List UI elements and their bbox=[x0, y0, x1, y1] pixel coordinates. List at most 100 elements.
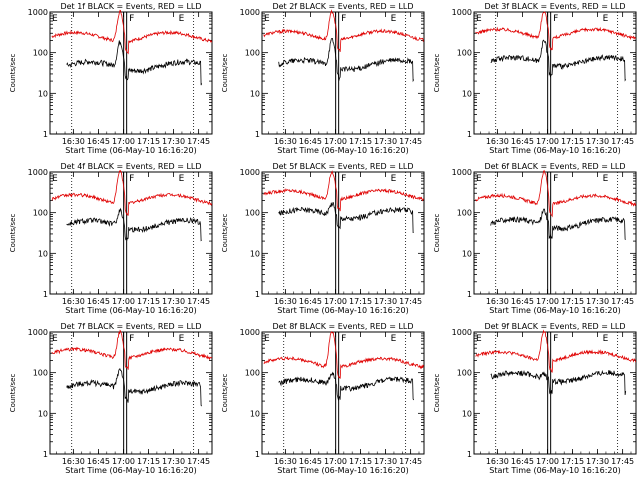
x-tick-label: 17:00 bbox=[324, 297, 347, 306]
x-tick-label: 16:30 bbox=[62, 297, 85, 306]
y-tick-label: 100 bbox=[33, 209, 48, 218]
x-tick-label: 17:30 bbox=[374, 137, 397, 146]
y-tick-label: 10 bbox=[462, 89, 472, 98]
y-tick-label: 1000 bbox=[240, 168, 260, 177]
x-tick-label: 17:00 bbox=[536, 137, 559, 146]
x-tick-label: 17:30 bbox=[162, 457, 185, 466]
y-tick-label: 1000 bbox=[240, 8, 260, 17]
detector-panel: Det 6f BLACK = Events, RED = LLD 1 10 100 10… bbox=[433, 162, 637, 315]
segment-marker: E bbox=[179, 334, 185, 344]
segment-marker: F bbox=[129, 334, 134, 344]
segment-marker: E bbox=[52, 14, 58, 24]
x-tick-label: 16:30 bbox=[486, 457, 509, 466]
events-series-line bbox=[278, 37, 415, 83]
x-tick-label: 17:30 bbox=[162, 137, 185, 146]
y-tick-label: 1000 bbox=[28, 168, 48, 177]
x-tick-label: 16:45 bbox=[87, 137, 110, 146]
x-tick-label: 17:00 bbox=[112, 457, 135, 466]
x-tick-label: 17:15 bbox=[137, 137, 160, 146]
events-series-line bbox=[490, 369, 627, 396]
y-axis-label: Counts/sec bbox=[221, 374, 229, 413]
plot-frame bbox=[49, 331, 213, 455]
detector-panel: Det 7f BLACK = Events, RED = LLD 1 10 100 10… bbox=[9, 322, 213, 475]
y-axis-label: Counts/sec bbox=[221, 54, 229, 93]
segment-marker: F bbox=[129, 14, 134, 24]
x-tick-label: 17:15 bbox=[561, 457, 584, 466]
events-series-line bbox=[278, 371, 415, 401]
x-tick-label: 16:45 bbox=[299, 457, 322, 466]
y-tick-label: 1000 bbox=[28, 328, 48, 337]
y-axis-label: Counts/sec bbox=[433, 374, 441, 413]
x-tick-label: 16:30 bbox=[274, 457, 297, 466]
panel-title: Det 9f BLACK = Events, RED = LLD bbox=[484, 322, 625, 331]
x-axis-label: Start Time (06-May-10 16:16:20) bbox=[277, 306, 408, 315]
x-tick-label: 17:00 bbox=[324, 457, 347, 466]
lld-series-line bbox=[51, 9, 213, 55]
x-tick-label: 16:45 bbox=[299, 297, 322, 306]
y-tick-label: 1 bbox=[255, 130, 260, 139]
y-tick-label: 10 bbox=[250, 89, 260, 98]
segment-marker: E bbox=[264, 174, 270, 184]
lld-series-line bbox=[51, 329, 213, 370]
y-axis-label: Counts/sec bbox=[433, 214, 441, 253]
y-tick-label: 100 bbox=[245, 209, 260, 218]
plot-frame bbox=[261, 171, 425, 295]
panel-title: Det 3f BLACK = Events, RED = LLD bbox=[484, 2, 625, 11]
x-tick-label: 16:45 bbox=[299, 137, 322, 146]
x-tick-label: 17:30 bbox=[586, 297, 609, 306]
segment-marker: E bbox=[391, 14, 397, 24]
y-tick-label: 1 bbox=[43, 290, 48, 299]
x-tick-label: 16:45 bbox=[87, 297, 110, 306]
segment-marker: E bbox=[391, 334, 397, 344]
segment-marker: E bbox=[391, 174, 397, 184]
segment-marker: E bbox=[264, 14, 270, 24]
segment-marker: F bbox=[341, 174, 346, 184]
lld-series-line bbox=[263, 9, 425, 52]
y-tick-label: 100 bbox=[457, 369, 472, 378]
y-tick-label: 1 bbox=[255, 450, 260, 459]
lld-series-line bbox=[51, 169, 213, 216]
x-axis-label: Start Time (06-May-10 16:16:20) bbox=[65, 466, 196, 475]
x-tick-label: 17:45 bbox=[611, 297, 634, 306]
y-tick-label: 1000 bbox=[28, 8, 48, 17]
detector-panel: Det 9f BLACK = Events, RED = LLD 1 10 100 10… bbox=[433, 322, 637, 475]
x-axis-label: Start Time (06-May-10 16:16:20) bbox=[277, 466, 408, 475]
segment-marker: E bbox=[52, 334, 58, 344]
events-series-line bbox=[490, 39, 627, 82]
events-series-line bbox=[490, 208, 626, 240]
y-tick-label: 1000 bbox=[452, 168, 472, 177]
y-tick-label: 10 bbox=[38, 249, 48, 258]
x-tick-label: 17:45 bbox=[399, 457, 422, 466]
segment-marker: F bbox=[341, 14, 346, 24]
x-tick-label: 16:30 bbox=[486, 137, 509, 146]
panel-title: Det 6f BLACK = Events, RED = LLD bbox=[484, 162, 625, 171]
x-tick-label: 16:30 bbox=[274, 297, 297, 306]
y-tick-label: 10 bbox=[462, 249, 472, 258]
y-tick-label: 1000 bbox=[452, 8, 472, 17]
y-tick-label: 100 bbox=[245, 369, 260, 378]
x-axis-label: Start Time (06-May-10 16:16:20) bbox=[489, 466, 620, 475]
lld-series-line bbox=[263, 330, 425, 379]
y-axis-label: Counts/sec bbox=[9, 214, 17, 253]
y-tick-label: 100 bbox=[245, 49, 260, 58]
x-tick-label: 17:15 bbox=[349, 297, 372, 306]
plot-frame bbox=[473, 331, 637, 455]
plot-frame bbox=[261, 331, 425, 455]
segment-marker: F bbox=[129, 174, 134, 184]
x-tick-label: 17:15 bbox=[561, 297, 584, 306]
detector-panel: Det 2f BLACK = Events, RED = LLD 1 10 100 10… bbox=[221, 2, 425, 155]
x-tick-label: 16:45 bbox=[511, 137, 534, 146]
x-tick-label: 17:00 bbox=[112, 137, 135, 146]
lld-series-line bbox=[475, 329, 637, 373]
y-tick-label: 1 bbox=[255, 290, 260, 299]
x-tick-label: 17:45 bbox=[611, 457, 634, 466]
x-tick-label: 17:45 bbox=[187, 137, 210, 146]
y-axis-label: Counts/sec bbox=[9, 374, 17, 413]
plot-frame bbox=[473, 11, 637, 135]
x-tick-label: 17:30 bbox=[374, 457, 397, 466]
x-tick-label: 17:15 bbox=[137, 297, 160, 306]
x-tick-label: 16:30 bbox=[62, 137, 85, 146]
x-tick-label: 16:30 bbox=[486, 297, 509, 306]
x-tick-label: 17:00 bbox=[112, 297, 135, 306]
y-tick-label: 10 bbox=[250, 409, 260, 418]
